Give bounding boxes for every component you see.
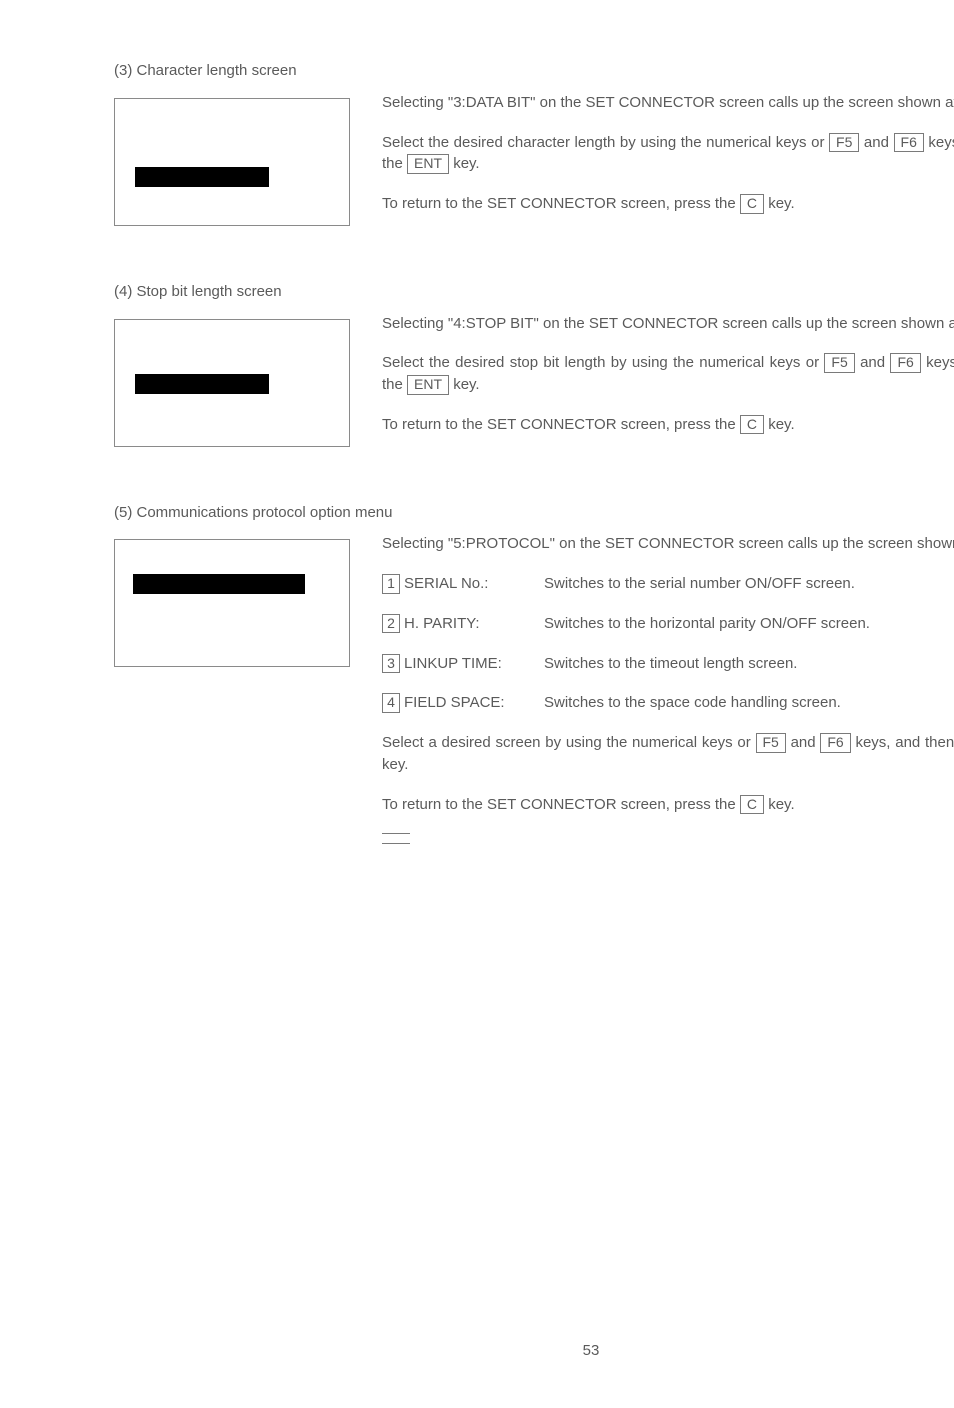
small-line: [382, 843, 410, 853]
def-row-3: 3LINKUP TIME: Switches to the timeout le…: [382, 653, 954, 675]
section-5-header: (5) Communications protocol option menu: [114, 502, 954, 524]
text: Select the desired character length by u…: [382, 134, 829, 151]
text: and: [786, 734, 816, 751]
text: key.: [764, 416, 795, 433]
text: Select the desired stop bit length by us…: [382, 354, 824, 371]
section-5-figure: [114, 533, 352, 853]
key-c: C: [740, 795, 764, 815]
def-row-1: 1SERIAL No.: Switches to the serial numb…: [382, 573, 954, 595]
s4-p2: Select the desired stop bit length by us…: [382, 352, 954, 396]
key-c: C: [740, 194, 764, 214]
key-f5: F5: [824, 353, 854, 373]
screen-box-4: [114, 319, 350, 447]
text: To return to the SET CONNECTOR screen, p…: [382, 195, 740, 212]
s5-p2: Select a desired screen by using the num…: [382, 732, 954, 776]
page-container: (3) Character length screen Selecting "3…: [114, 60, 954, 1408]
s4-p3: To return to the SET CONNECTOR screen, p…: [382, 414, 954, 436]
text: Select a desired screen by using the num…: [382, 734, 756, 751]
section-3-body: Selecting "3:DATA BIT" on the SET CONNEC…: [382, 92, 954, 233]
numbox-3: 3: [382, 654, 400, 674]
small-lines: [382, 833, 954, 853]
def-desc-1: Switches to the serial number ON/OFF scr…: [544, 573, 954, 595]
s4-p1: Selecting "4:STOP BIT" on the SET CONNEC…: [382, 313, 954, 335]
text: key.: [764, 796, 795, 813]
text: and: [864, 134, 894, 151]
key-f6: F6: [890, 353, 920, 373]
black-bar: [133, 574, 305, 594]
small-line: [382, 833, 410, 843]
section-4-header: (4) Stop bit length screen: [114, 281, 954, 303]
term-text: LINKUP TIME:: [404, 655, 502, 672]
term-text: H. PARITY:: [404, 615, 480, 632]
text: key.: [382, 756, 408, 773]
key-f5: F5: [829, 133, 859, 153]
section-4: (4) Stop bit length screen Selecting "4:…: [114, 281, 954, 454]
section-5: (5) Communications protocol option menu …: [114, 502, 954, 854]
text: key.: [453, 376, 479, 393]
s5-p1: Selecting "5:PROTOCOL" on the SET CONNEC…: [382, 533, 954, 555]
definition-list: 1SERIAL No.: Switches to the serial numb…: [382, 573, 954, 714]
section-4-figure: [114, 313, 352, 454]
text: To return to the SET CONNECTOR screen, p…: [382, 796, 740, 813]
s5-p3: To return to the SET CONNECTOR screen, p…: [382, 794, 954, 816]
text: and: [860, 354, 890, 371]
s3-p1: Selecting "3:DATA BIT" on the SET CONNEC…: [382, 92, 954, 114]
text: To return to the SET CONNECTOR screen, p…: [382, 416, 740, 433]
text: key.: [764, 195, 795, 212]
term-text: FIELD SPACE:: [404, 694, 505, 711]
def-term-1: 1SERIAL No.:: [382, 573, 544, 595]
section-3-figure: [114, 92, 352, 233]
screen-box-3: [114, 98, 350, 226]
section-3: (3) Character length screen Selecting "3…: [114, 60, 954, 233]
def-row-4: 4FIELD SPACE: Switches to the space code…: [382, 692, 954, 714]
numbox-2: 2: [382, 614, 400, 634]
def-term-3: 3LINKUP TIME:: [382, 653, 544, 675]
key-f5: F5: [756, 733, 786, 753]
key-f6: F6: [894, 133, 924, 153]
numbox-4: 4: [382, 693, 400, 713]
section-3-header: (3) Character length screen: [114, 60, 954, 82]
text: key.: [453, 155, 479, 172]
def-term-4: 4FIELD SPACE:: [382, 692, 544, 714]
page-number: 53: [114, 1340, 954, 1362]
key-f6: F6: [820, 733, 850, 753]
s3-p3: To return to the SET CONNECTOR screen, p…: [382, 193, 954, 215]
def-term-2: 2H. PARITY:: [382, 613, 544, 635]
black-bar: [135, 167, 269, 187]
key-c: C: [740, 415, 764, 435]
black-bar: [135, 374, 269, 394]
section-5-body: Selecting "5:PROTOCOL" on the SET CONNEC…: [382, 533, 954, 853]
def-desc-3: Switches to the timeout length screen.: [544, 653, 954, 675]
section-4-body: Selecting "4:STOP BIT" on the SET CONNEC…: [382, 313, 954, 454]
screen-box-5: [114, 539, 350, 667]
def-row-2: 2H. PARITY: Switches to the horizontal p…: [382, 613, 954, 635]
def-desc-4: Switches to the space code handling scre…: [544, 692, 954, 714]
s3-p2: Select the desired character length by u…: [382, 132, 954, 176]
key-ent: ENT: [407, 154, 449, 174]
text: keys, and then press the: [851, 734, 954, 751]
def-desc-2: Switches to the horizontal parity ON/OFF…: [544, 613, 954, 635]
numbox-1: 1: [382, 574, 400, 594]
key-ent: ENT: [407, 375, 449, 395]
term-text: SERIAL No.:: [404, 575, 488, 592]
